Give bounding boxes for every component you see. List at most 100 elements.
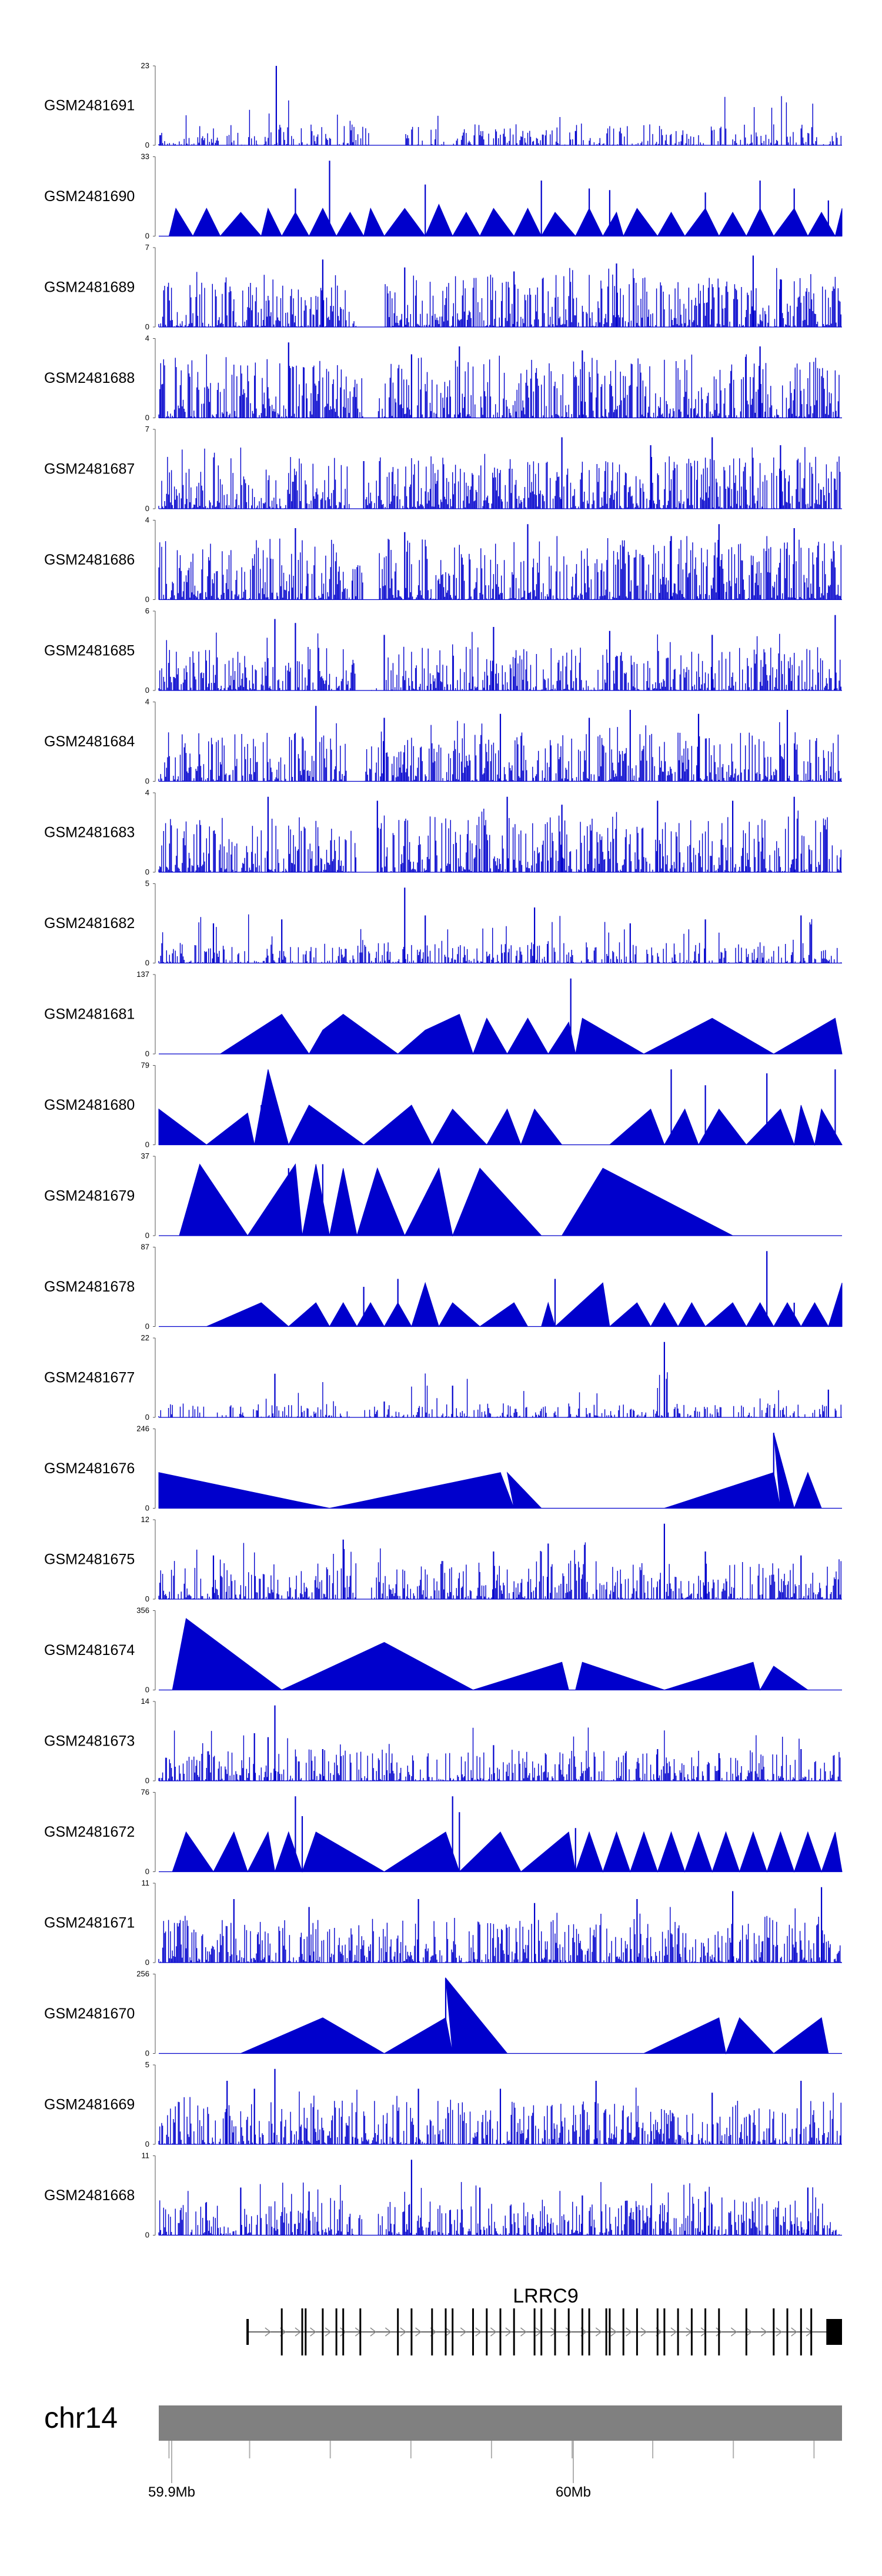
signal-area	[172, 1831, 843, 1873]
strand-arrow	[730, 2327, 737, 2337]
gene-exon-30	[704, 2308, 707, 2355]
strand-arrow	[791, 2327, 797, 2337]
y-zero-label: 0	[145, 1504, 149, 1513]
signal-noise	[158, 2182, 840, 2235]
gene-exon-22	[605, 2308, 607, 2355]
track-GSM2481672: GSM2481672 76 0	[44, 1788, 843, 1876]
y-max-label: 14	[141, 1697, 149, 1706]
signal-noise	[158, 1372, 841, 1417]
signal-area	[179, 1163, 733, 1237]
track-label: GSM2481678	[44, 1279, 135, 1295]
gene-exon-13	[486, 2308, 488, 2355]
gene-end-exon	[826, 2319, 842, 2345]
track-GSM2481690: GSM2481690 33 0	[44, 152, 843, 241]
y-zero-label: 0	[145, 1231, 149, 1240]
y-zero-label: 0	[145, 2049, 149, 2058]
strand-arrow	[325, 2327, 332, 2337]
y-zero-label: 0	[145, 1867, 149, 1876]
coord-tick-label-1: 60Mb	[556, 2484, 591, 2500]
gene-exon-27	[663, 2308, 666, 2355]
track-GSM2481670: GSM2481670 256 0	[44, 1970, 842, 2058]
track-label: GSM2481676	[44, 1460, 135, 1477]
track-label: GSM2481681	[44, 1006, 135, 1023]
strand-arrow	[385, 2327, 392, 2337]
y-zero-label: 0	[145, 1140, 149, 1149]
y-zero-label: 0	[145, 867, 149, 876]
chromosome-label: chr14	[44, 2401, 118, 2434]
gene-track: LRRC9	[246, 2285, 842, 2355]
signal-noise	[158, 720, 841, 782]
track-GSM2481679: GSM2481679 37 0	[44, 1152, 842, 1240]
signal-area	[240, 1977, 829, 2055]
y-max-label: 7	[145, 243, 149, 252]
y-zero-label: 0	[145, 686, 149, 695]
y-zero-label: 0	[145, 413, 149, 422]
y-max-label: 76	[141, 1788, 149, 1797]
y-max-label: 6	[145, 606, 149, 615]
y-max-label: 37	[141, 1152, 149, 1160]
strand-arrow	[310, 2327, 316, 2337]
gene-exon-14	[499, 2308, 502, 2355]
gene-exon-24	[622, 2308, 624, 2355]
y-max-label: 5	[145, 879, 149, 888]
signal-noise	[158, 536, 841, 600]
gene-exon-10	[445, 2308, 447, 2355]
strand-arrow	[370, 2327, 377, 2337]
track-label: GSM2481683	[44, 825, 135, 841]
y-max-label: 11	[142, 1878, 150, 1887]
strand-arrow	[595, 2327, 602, 2337]
track-GSM2481678: GSM2481678 87 0	[44, 1243, 843, 1331]
y-max-label: 33	[141, 152, 149, 161]
ideogram-track: chr14	[44, 2401, 842, 2483]
track-GSM2481680: GSM2481680 79 0	[44, 1061, 843, 1149]
gene-exon-35	[800, 2308, 802, 2355]
strand-arrow	[776, 2327, 783, 2337]
strand-arrow	[490, 2327, 497, 2337]
track-GSM2481689: GSM2481689 7 0	[44, 243, 842, 331]
signal-tracks: GSM2481691230GSM2481690330GSM248168970GS…	[44, 61, 843, 2240]
signal-noise	[158, 268, 841, 327]
gene-exon-5	[342, 2308, 345, 2355]
strand-arrow	[700, 2327, 707, 2337]
y-max-label: 7	[145, 425, 149, 433]
y-zero-label: 0	[145, 777, 149, 786]
strand-arrow	[520, 2327, 527, 2337]
gene-exon-8	[410, 2308, 413, 2355]
y-zero-label: 0	[145, 2140, 149, 2148]
signal-noise	[158, 632, 841, 690]
y-max-label: 5	[145, 2060, 149, 2069]
y-zero-label: 0	[145, 1594, 149, 1603]
gene-exon-15	[513, 2308, 515, 2355]
track-GSM2481684: GSM2481684 4 0	[44, 698, 842, 786]
track-label: GSM2481674	[44, 1642, 135, 1659]
signal-noise	[158, 2087, 841, 2144]
gene-exon-36	[810, 2308, 813, 2355]
y-max-label: 137	[136, 970, 149, 979]
y-zero-label: 0	[145, 232, 149, 241]
track-label: GSM2481687	[44, 461, 135, 478]
track-GSM2481673: GSM2481673 14 0	[44, 1697, 842, 1785]
y-max-label: 4	[145, 698, 149, 706]
y-zero-label: 0	[145, 1049, 149, 1058]
y-max-label: 4	[145, 334, 149, 343]
track-label: GSM2481677	[44, 1370, 135, 1386]
gene-exon-21	[588, 2308, 590, 2355]
strand-arrow	[475, 2327, 482, 2337]
y-zero-label: 0	[145, 595, 149, 604]
track-GSM2481683: GSM2481683 4 0	[44, 788, 842, 876]
track-label: GSM2481680	[44, 1097, 135, 1113]
strand-arrow	[626, 2327, 632, 2337]
track-label: GSM2481688	[44, 370, 135, 386]
gene-exon-11	[452, 2308, 454, 2355]
gene-exon-0	[280, 2308, 283, 2355]
gene-exon-34	[786, 2308, 789, 2355]
signal-noise	[158, 354, 841, 418]
track-GSM2481674: GSM2481674 356 0	[44, 1606, 842, 1694]
track-label: GSM2481673	[44, 1733, 135, 1750]
track-GSM2481691: GSM2481691 23 0	[44, 61, 842, 149]
strand-arrow	[400, 2327, 407, 2337]
track-label: GSM2481679	[44, 1188, 135, 1204]
track-GSM2481681: GSM2481681 137 0	[44, 970, 843, 1058]
signal-noise	[158, 1542, 841, 1599]
strand-arrow	[565, 2327, 572, 2337]
